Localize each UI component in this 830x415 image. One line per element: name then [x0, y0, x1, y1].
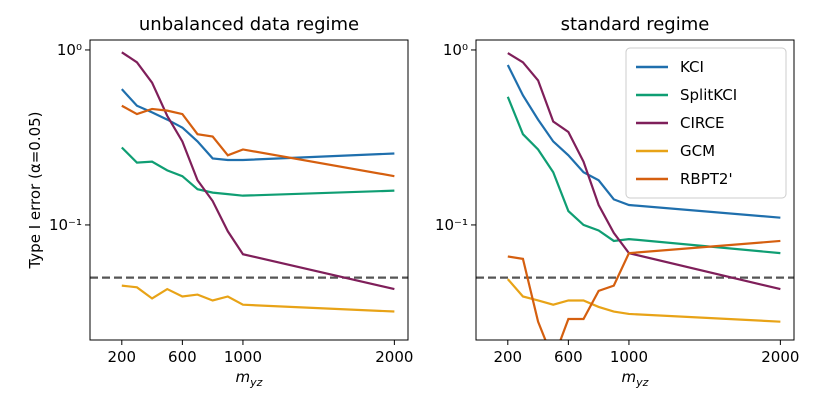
- series-line: [506, 278, 781, 323]
- axes-frame: [475, 39, 795, 341]
- x-tick-label: 600: [168, 348, 197, 366]
- plot-area: [476, 52, 794, 340]
- series-line: [506, 64, 781, 219]
- y-tick-label: 10⁰: [57, 41, 82, 59]
- legend-label: SplitKCI: [680, 86, 737, 104]
- x-tick-label: 2000: [761, 348, 799, 366]
- series-line: [121, 51, 395, 291]
- legend-box: [625, 47, 787, 199]
- x-axis-label-main: m: [236, 368, 251, 386]
- y-axis-label: Type I error (α=0.05): [26, 111, 44, 269]
- y-tick-label: 10⁻¹: [435, 216, 468, 234]
- x-tick-label: 600: [554, 348, 583, 366]
- x-axis-label: myz: [622, 368, 649, 389]
- x-tick-label: 1000: [224, 348, 262, 366]
- x-tick-label: 200: [493, 348, 522, 366]
- x-axis-label-main: m: [622, 368, 637, 386]
- legend-label: RBPT2': [680, 170, 733, 188]
- x-tick-label: 1000: [610, 348, 648, 366]
- legend-label: CIRCE: [680, 114, 725, 132]
- series-line: [121, 146, 395, 197]
- plot-area: [90, 51, 408, 313]
- x-tick-label: 200: [107, 348, 136, 366]
- legend-label: GCM: [680, 142, 715, 160]
- x-axis-label-sub: yz: [635, 376, 649, 389]
- y-tick-label: 10⁰: [443, 41, 468, 59]
- series-line: [121, 104, 395, 178]
- panel-title: standard regime: [561, 14, 710, 35]
- x-axis-label: myz: [236, 368, 263, 389]
- axes-frame: [89, 39, 409, 341]
- series-line: [120, 88, 395, 162]
- legend-label: KCI: [680, 58, 704, 76]
- panel-title: unbalanced data regime: [139, 14, 359, 35]
- series-line: [506, 96, 781, 255]
- series-line: [121, 284, 395, 313]
- series-line: [507, 52, 781, 291]
- x-axis-label-sub: yz: [249, 376, 263, 389]
- x-tick-label: 2000: [375, 348, 413, 366]
- y-tick-label: 10⁻¹: [49, 216, 82, 234]
- series-line: [507, 239, 781, 340]
